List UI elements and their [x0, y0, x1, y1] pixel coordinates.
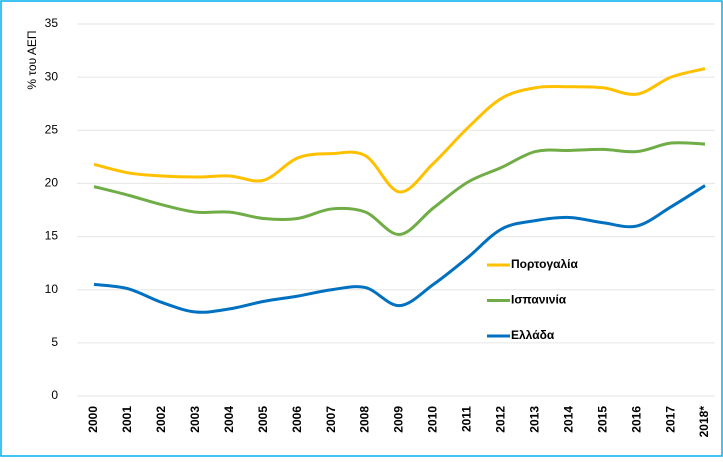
x-tick-label: 2009 — [392, 406, 406, 433]
x-tick-label: 2000 — [86, 406, 100, 433]
x-tick-label: 2014 — [561, 406, 575, 433]
y-tick-label: 20 — [45, 176, 59, 190]
x-tick-label: 2006 — [290, 406, 304, 433]
y-axis-label: % του ΑΕΠ — [25, 30, 39, 89]
x-tick-label: 2005 — [256, 406, 270, 433]
y-tick-label: 25 — [45, 122, 59, 136]
series-line — [93, 184, 706, 314]
x-tick-label: 2001 — [120, 406, 134, 433]
x-tick-label: 2012 — [494, 406, 508, 433]
y-tick-label: 5 — [51, 335, 58, 349]
y-tick-label: 15 — [45, 229, 59, 243]
x-tick-label: 2002 — [154, 406, 168, 433]
series-line — [93, 67, 706, 194]
x-tick-label: 2013 — [527, 406, 541, 433]
y-tick-label: 0 — [51, 388, 58, 402]
y-tick-label: 35 — [45, 16, 59, 30]
x-tick-label: 2003 — [188, 406, 202, 433]
legend-label: Πορτογαλία — [511, 257, 578, 271]
x-tick-label: 2016 — [629, 406, 643, 433]
x-tick-label: 2011 — [460, 406, 474, 432]
series-line — [93, 141, 706, 236]
x-tick-label: 2015 — [595, 406, 609, 433]
x-tick-label: 2010 — [426, 406, 440, 433]
x-tick-label: 2008 — [358, 406, 372, 433]
legend-label: Ισπανινία — [511, 293, 567, 307]
x-tick-label: 2017 — [663, 406, 677, 433]
x-tick-label: 2007 — [324, 406, 338, 433]
x-tick-label: 2004 — [222, 406, 236, 433]
y-tick-label: 30 — [45, 69, 59, 83]
y-tick-label: 10 — [45, 282, 59, 296]
legend-label: Ελλάδα — [511, 328, 555, 342]
x-tick-label: 2018* — [697, 406, 711, 438]
